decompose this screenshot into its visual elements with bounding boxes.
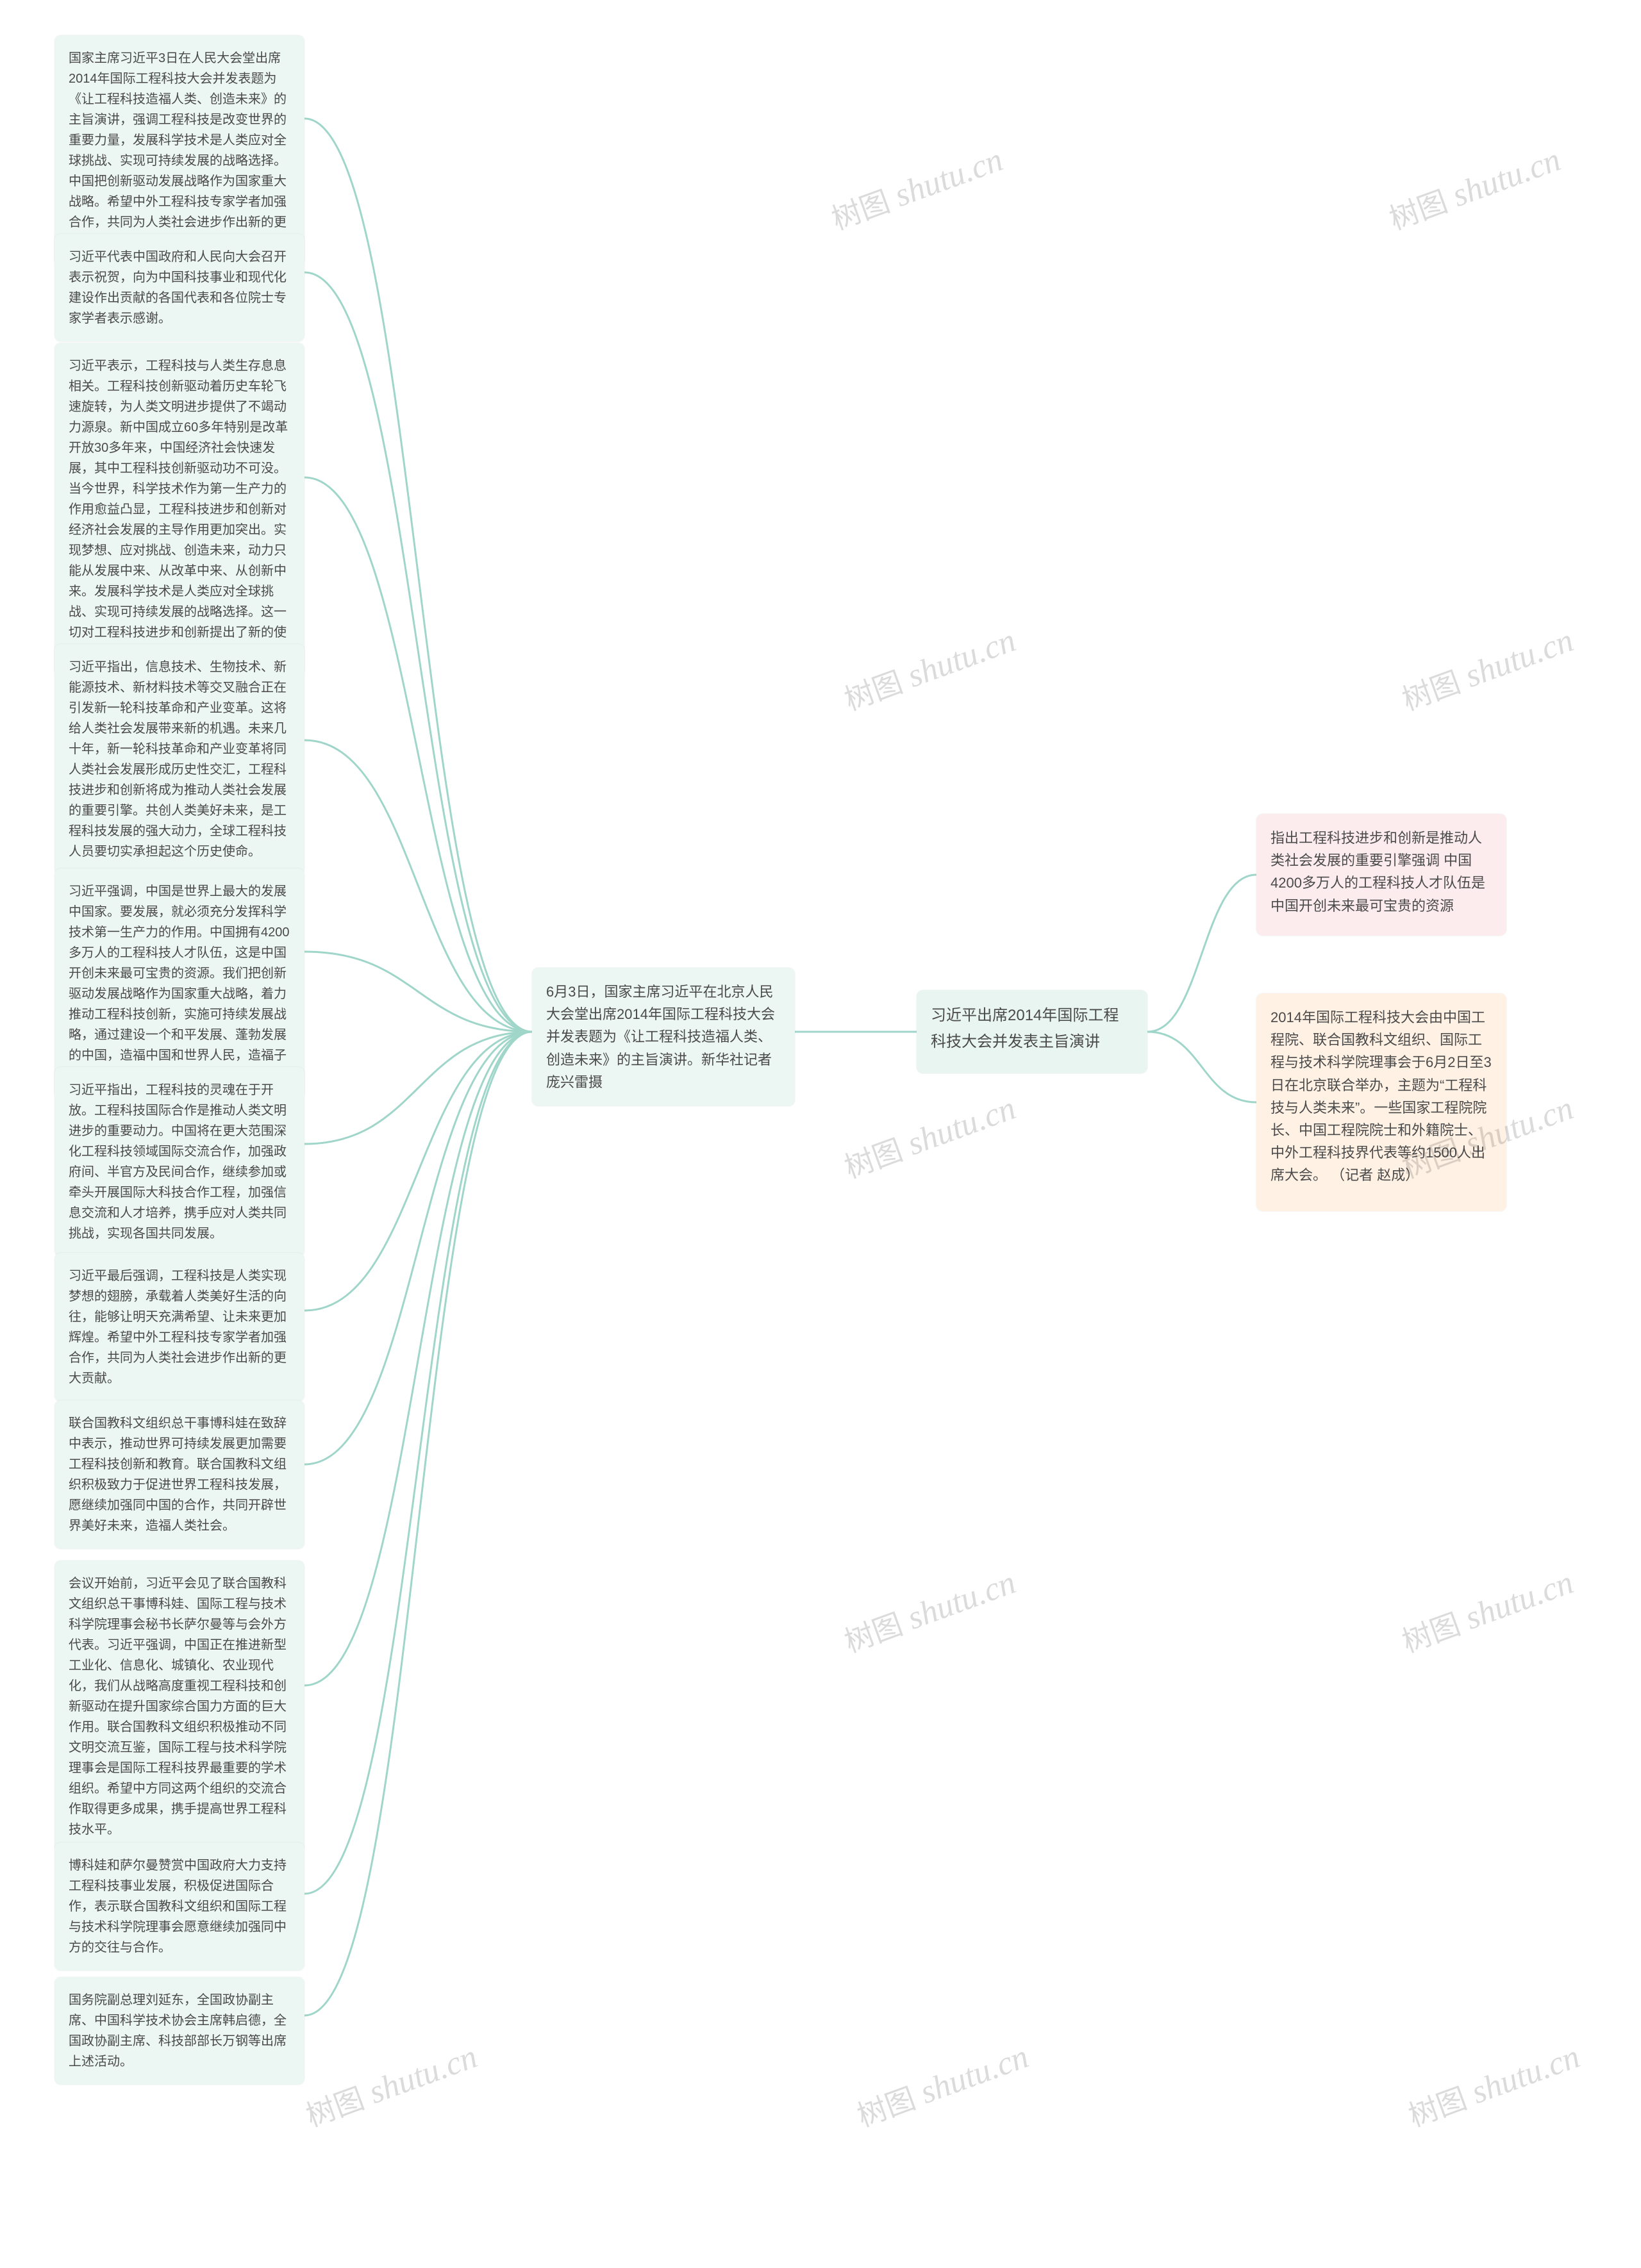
left-child-node-3[interactable]: 习近平指出，信息技术、生物技术、新能源技术、新材料技术等交叉融合正在引发新一轮科… — [54, 644, 304, 875]
left-child-node-7[interactable]: 联合国教科文组织总干事博科娃在致辞中表示，推动世界可持续发展更加需要工程科技创新… — [54, 1400, 304, 1549]
watermark: 树图 shutu.cn — [838, 1560, 1020, 1661]
left-child-node-0[interactable]: 国家主席习近平3日在人民大会堂出席2014年国际工程科技大会并发表题为《让工程科… — [54, 35, 304, 266]
watermark: 树图 shutu.cn — [1395, 618, 1578, 719]
watermark: 树图 shutu.cn — [299, 2034, 482, 2135]
left-child-node-6[interactable]: 习近平最后强调，工程科技是人类实现梦想的翅膀，承载着人类美好生活的向往，能够让明… — [54, 1253, 304, 1402]
watermark: 树图 shutu.cn — [838, 1086, 1020, 1187]
watermark: 树图 shutu.cn — [1395, 1560, 1578, 1661]
mindmap-canvas: 习近平出席2014年国际工程科技大会并发表主旨演讲 6月3日，国家主席习近平在北… — [0, 0, 1641, 2268]
left-child-node-4[interactable]: 习近平强调，中国是世界上最大的发展中国家。要发展，就必须充分发挥科学技术第一生产… — [54, 868, 304, 1099]
left-child-node-5[interactable]: 习近平指出，工程科技的灵魂在于开放。工程科技国际合作是推动人类文明进步的重要动力… — [54, 1067, 304, 1257]
left-child-node-9[interactable]: 博科娃和萨尔曼赞赏中国政府大力支持工程科技事业发展，积极促进国际合作，表示联合国… — [54, 1842, 304, 1971]
watermark: 树图 shutu.cn — [1383, 137, 1565, 238]
left-parent-node[interactable]: 6月3日，国家主席习近平在北京人民大会堂出席2014年国际工程科技大会并发表题为… — [532, 968, 795, 1106]
watermark: 树图 shutu.cn — [1402, 2034, 1585, 2135]
left-child-node-10[interactable]: 国务院副总理刘延东，全国政协副主席、中国科学技术协会主席韩启德，全国政协副主席、… — [54, 1977, 304, 2085]
right-node-1[interactable]: 2014年国际工程科技大会由中国工程院、联合国教科文组织、国际工程与技术科学院理… — [1256, 993, 1506, 1211]
root-node[interactable]: 习近平出席2014年国际工程科技大会并发表主旨演讲 — [917, 990, 1147, 1073]
right-node-0[interactable]: 指出工程科技进步和创新是推动人类社会发展的重要引擎强调 中国4200多万人的工程… — [1256, 814, 1506, 936]
left-child-node-2[interactable]: 习近平表示，工程科技与人类生存息息相关。工程科技创新驱动着历史车轮飞速旋转，为人… — [54, 343, 304, 676]
watermark: 树图 shutu.cn — [825, 137, 1008, 238]
left-child-node-8[interactable]: 会议开始前，习近平会见了联合国教科文组织总干事博科娃、国际工程与技术科学院理事会… — [54, 1560, 304, 1853]
left-child-node-1[interactable]: 习近平代表中国政府和人民向大会召开表示祝贺，向为中国科技事业和现代化建设作出贡献… — [54, 234, 304, 342]
watermark: 树图 shutu.cn — [838, 618, 1020, 719]
watermark: 树图 shutu.cn — [851, 2034, 1033, 2135]
